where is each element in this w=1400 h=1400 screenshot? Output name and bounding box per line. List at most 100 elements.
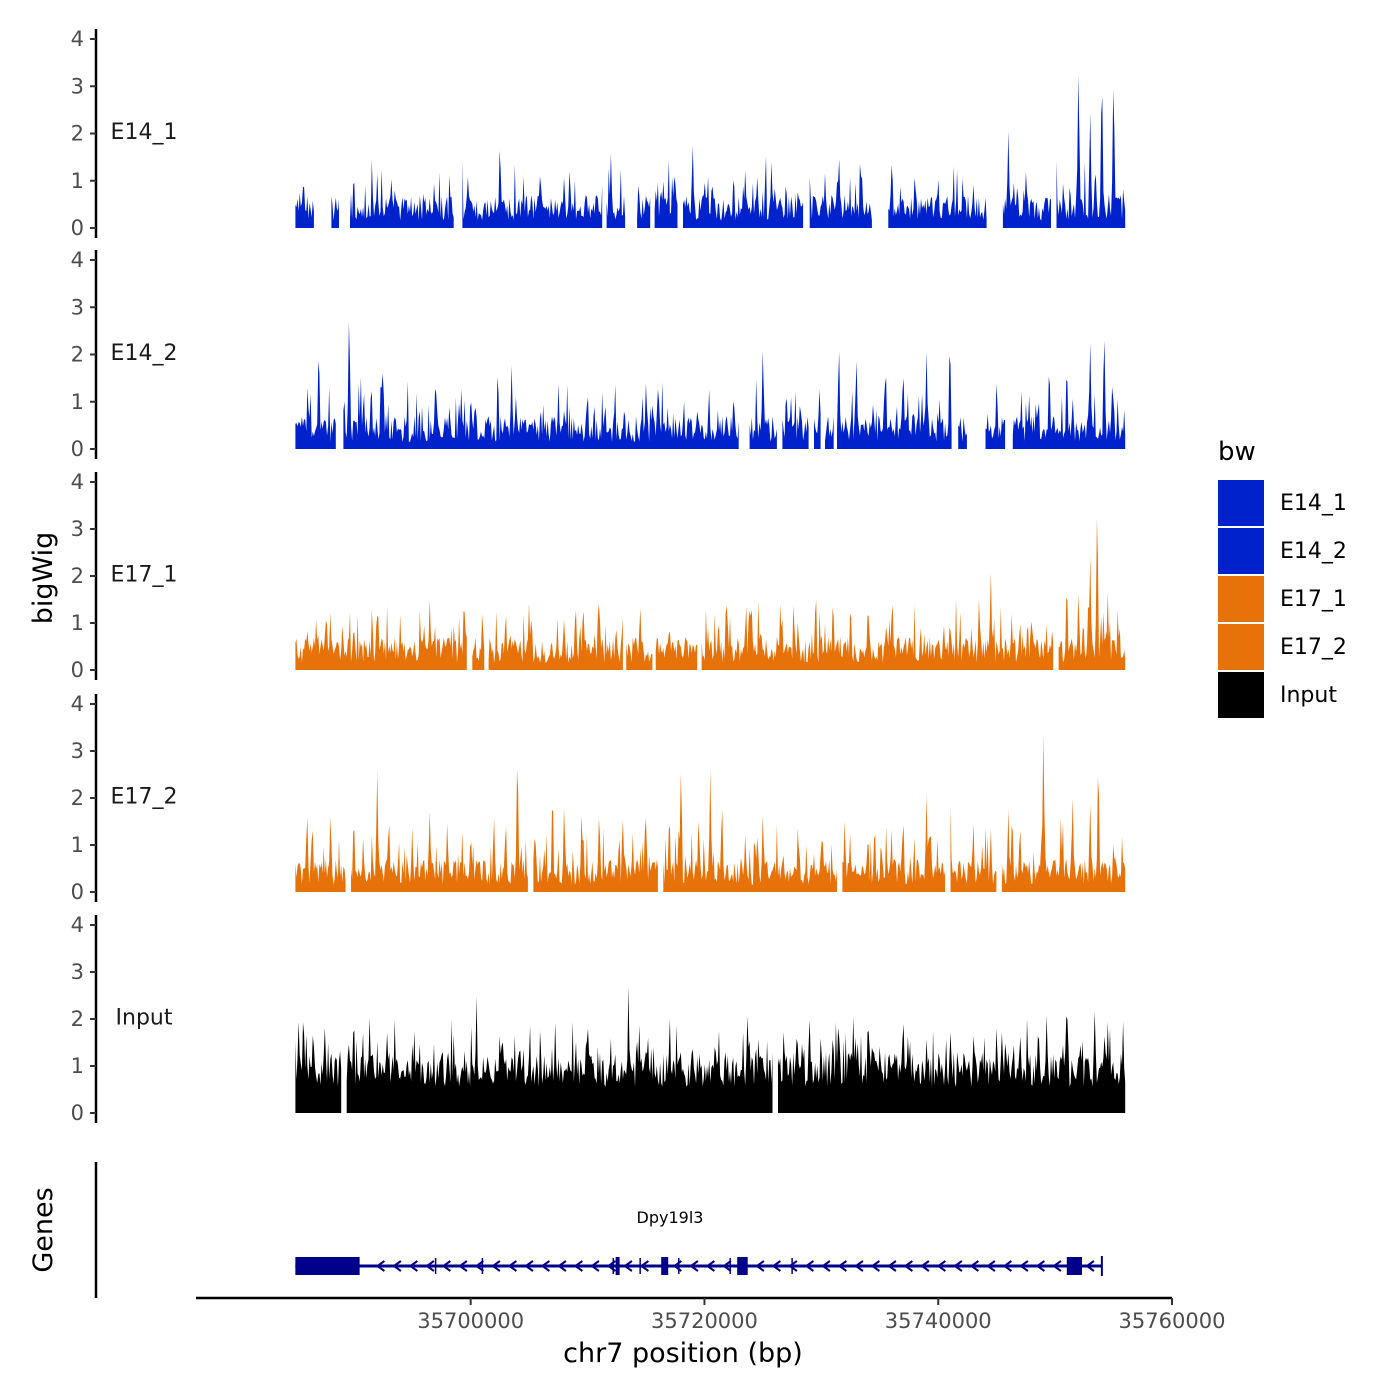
strand-chevron	[887, 1260, 897, 1272]
strand-chevron	[986, 1260, 996, 1272]
signal-area	[1002, 131, 1051, 228]
strand-chevron	[788, 1260, 798, 1272]
signal-area	[346, 986, 773, 1113]
strand-chevron	[821, 1260, 831, 1272]
strand-chevron	[920, 1260, 930, 1272]
track-label: E17_2	[111, 785, 178, 810]
signal-area	[462, 150, 603, 228]
strand-chevron	[458, 1260, 468, 1272]
signal-area	[825, 416, 834, 449]
y-tick-label: 1	[71, 390, 84, 414]
track-label: Input	[116, 1006, 173, 1031]
signal-area	[985, 384, 1006, 449]
y-tick-label: 3	[71, 295, 84, 319]
signal-area	[533, 808, 658, 892]
strand-chevron	[837, 1260, 847, 1272]
strand-chevron	[1052, 1260, 1062, 1272]
strand-chevron	[804, 1260, 814, 1272]
strand-chevron	[408, 1260, 418, 1272]
signal-area	[626, 608, 653, 670]
strand-chevron	[722, 1260, 732, 1272]
y-tick-label: 1	[71, 611, 84, 635]
strand-chevron	[425, 1260, 435, 1272]
signal-area	[606, 153, 626, 228]
y-tick-label: 3	[71, 74, 84, 98]
signal-area	[842, 794, 946, 892]
signal-area	[343, 322, 739, 449]
signal-area	[701, 572, 1054, 670]
signal-area	[655, 631, 698, 670]
track-E14_1: 0 1 2 3 4 E14_1	[71, 27, 1126, 240]
strand-chevron	[1085, 1260, 1095, 1272]
legend-label: Input	[1280, 683, 1337, 708]
signal-area	[809, 159, 872, 228]
strand-chevron	[854, 1260, 864, 1272]
strand-chevron	[1019, 1260, 1029, 1272]
signal-area	[351, 769, 528, 892]
signal-area	[778, 1010, 1126, 1113]
y-tick-label: 0	[71, 1101, 84, 1125]
signal-area	[663, 769, 837, 892]
signal-area	[814, 389, 821, 449]
y-tick-label: 3	[71, 960, 84, 984]
legend-title: bw	[1218, 437, 1256, 467]
y-tick-label: 1	[71, 169, 84, 193]
y-tick-label: 2	[71, 1007, 84, 1031]
signal-area	[1056, 75, 1126, 228]
y-tick-label: 2	[71, 122, 84, 146]
gene-exon	[661, 1257, 669, 1275]
signal-area	[295, 598, 467, 670]
strand-chevron	[1035, 1260, 1045, 1272]
legend-label: E14_2	[1280, 539, 1347, 564]
strand-chevron	[441, 1260, 451, 1272]
strand-chevron	[771, 1260, 781, 1272]
legend: bw E14_1 E14_2 E17_1 E17_2 Input	[1218, 437, 1347, 718]
y-tick-label: 4	[71, 913, 84, 937]
y-tick-label: 4	[71, 692, 84, 716]
x-axis-title: chr7 position (bp)	[563, 1338, 803, 1369]
track-E17_1: 0 1 2 3 4 E17_1	[71, 470, 1126, 682]
signal-area	[782, 391, 809, 449]
strand-chevron	[623, 1260, 633, 1272]
track-Input: 0 1 2 3 4 Input	[71, 913, 1126, 1125]
strand-chevron	[1002, 1260, 1012, 1272]
signal-area	[1058, 518, 1126, 670]
genes-panel: Genes Dpy19l3	[28, 1162, 1103, 1298]
y-tick-label: 4	[71, 27, 84, 51]
strand-chevron	[689, 1260, 699, 1272]
strand-chevron	[540, 1260, 550, 1272]
gene-exon	[615, 1257, 620, 1275]
y-axis-title: bigWig	[28, 532, 59, 625]
strand-chevron	[590, 1260, 600, 1272]
signal-area	[654, 160, 678, 228]
y-tick-label: 4	[71, 470, 84, 494]
strand-chevron	[557, 1260, 567, 1272]
legend-label: E17_1	[1280, 587, 1347, 612]
signal-area	[295, 361, 336, 449]
signal-area	[1001, 733, 1126, 892]
signal-area	[950, 804, 997, 892]
y-tick-label: 0	[71, 216, 84, 240]
track-E14_2: 0 1 2 3 4 E14_2	[71, 248, 1126, 461]
track-label: E14_2	[111, 341, 178, 366]
signal-area	[350, 159, 454, 228]
y-tick-label: 4	[71, 248, 84, 272]
gene-exon	[1066, 1257, 1082, 1275]
signal-area	[888, 165, 987, 228]
x-tick-label: 35740000	[885, 1309, 992, 1333]
legend-label: E14_1	[1280, 491, 1347, 516]
strand-chevron	[936, 1260, 946, 1272]
strand-chevron	[474, 1260, 484, 1272]
y-tick-label: 2	[71, 786, 84, 810]
signal-area	[488, 602, 623, 670]
y-tick-label: 0	[71, 437, 84, 461]
x-tick-label: 35720000	[651, 1309, 758, 1333]
genes-title: Genes	[28, 1187, 59, 1272]
y-tick-label: 2	[71, 343, 84, 367]
legend-swatch	[1218, 528, 1264, 574]
signal-area	[1012, 340, 1126, 449]
strand-chevron	[903, 1260, 913, 1272]
legend-swatch	[1218, 672, 1264, 718]
signal-area	[637, 185, 651, 228]
